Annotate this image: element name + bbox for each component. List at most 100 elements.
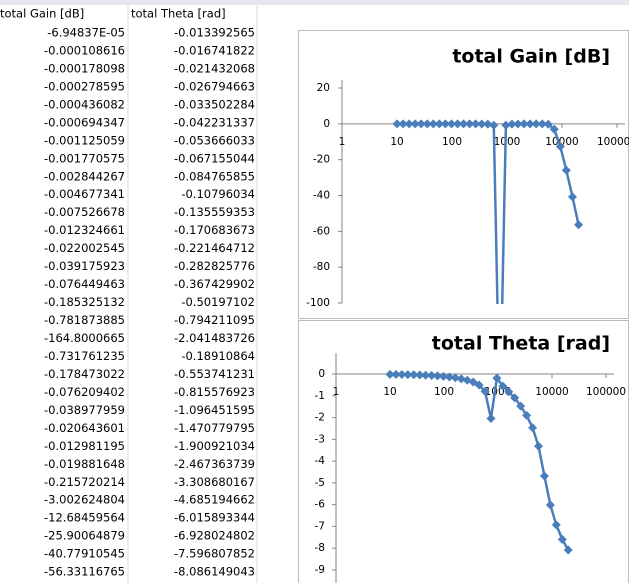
y-tick-label: -9 — [315, 564, 325, 576]
theta-chart-frame — [298, 320, 629, 583]
marker — [555, 142, 565, 152]
cell: -7.596807852 — [174, 547, 255, 561]
marker — [415, 370, 425, 380]
header-cell: total Gain [dB] — [0, 7, 84, 21]
marker — [492, 373, 502, 383]
marker — [471, 119, 481, 129]
marker — [465, 119, 475, 129]
gain-chart-frame — [298, 30, 629, 319]
marker — [557, 534, 567, 544]
marker — [531, 119, 541, 129]
cell: -0.000108616 — [44, 43, 125, 57]
marker — [551, 520, 561, 530]
cell: -0.178473022 — [44, 367, 125, 381]
cell: -40.77910545 — [44, 547, 125, 561]
y-tick-label: -40 — [313, 190, 330, 202]
marker — [392, 119, 402, 129]
cell: -0.038977959 — [44, 403, 125, 417]
cell: -0.794211095 — [174, 313, 255, 327]
cells: total Gain [dB] total Theta [rad] -6.94837… — [0, 5, 258, 583]
cell: -0.012981195 — [44, 439, 125, 453]
cell: -0.000178098 — [44, 61, 125, 75]
marker — [504, 387, 514, 397]
header-cell: total Theta [rad] — [131, 7, 226, 21]
marker — [421, 370, 431, 380]
cell: -4.685194662 — [174, 493, 255, 507]
cell: -0.000436082 — [44, 97, 125, 111]
cell: -2.041483726 — [174, 331, 255, 345]
marker — [385, 369, 395, 379]
cell: -0.004677341 — [44, 187, 125, 201]
marker — [434, 119, 444, 129]
marker — [428, 119, 438, 129]
marker — [480, 386, 490, 396]
marker — [438, 371, 448, 381]
cell: -0.282825776 — [174, 259, 255, 273]
y-tick-label: -5 — [315, 477, 325, 489]
marker — [456, 374, 466, 384]
cell: -0.000278595 — [44, 79, 125, 93]
cell: -0.001770575 — [44, 151, 125, 165]
cell: -0.039175923 — [44, 259, 125, 273]
cell: -0.076449463 — [44, 277, 125, 291]
y-tick-label: 0 — [323, 118, 330, 130]
y-tick-label: -4 — [315, 455, 326, 467]
series — [392, 119, 584, 304]
cell: -0.020643601 — [44, 421, 125, 435]
x-tick-label: 10000 — [545, 136, 578, 148]
x-tick-label: 100 — [434, 386, 454, 398]
x-tick-label: 100 — [442, 136, 462, 148]
marker — [522, 410, 532, 420]
cell: -0.021432068 — [174, 61, 255, 75]
y-tick-label: -8 — [315, 542, 325, 554]
cell: -0.18910864 — [181, 349, 255, 363]
marker — [543, 119, 553, 129]
cell: -0.042231337 — [174, 115, 255, 129]
cell: -0.013392565 — [174, 26, 255, 40]
cell: -0.731761235 — [44, 349, 125, 363]
chart-title: total Gain [dB] — [452, 46, 610, 68]
y-tick-label: -1 — [315, 390, 325, 402]
cell: -0.10796034 — [181, 187, 255, 201]
cell: -0.053666033 — [174, 133, 255, 147]
marker — [477, 119, 487, 129]
cell: -0.001125059 — [44, 133, 125, 147]
y-tick-label: -7 — [315, 520, 325, 532]
x-tick-label: 10000 — [535, 386, 568, 398]
cell: -25.90064879 — [44, 529, 125, 543]
marker — [507, 119, 517, 129]
cell: -0.50197102 — [181, 295, 255, 309]
marker — [483, 119, 493, 129]
marker — [498, 381, 508, 391]
cell: -164.8000665 — [44, 331, 125, 345]
marker — [549, 124, 559, 134]
chart-title: total Theta [rad] — [432, 333, 610, 355]
cell: -12.68459564 — [44, 511, 125, 525]
y-tick-label: -3 — [315, 433, 325, 445]
marker — [525, 119, 535, 129]
y-tick-label: -2 — [315, 412, 325, 424]
marker — [403, 370, 413, 380]
marker — [563, 545, 573, 555]
cell: -0.016741822 — [174, 43, 255, 57]
marker — [510, 393, 520, 403]
marker — [391, 369, 401, 379]
cell: -6.94837E-05 — [47, 26, 125, 40]
marker — [516, 401, 526, 411]
marker — [459, 119, 469, 129]
cell: -0.007526678 — [44, 205, 125, 219]
y-tick-label: -60 — [313, 225, 330, 237]
marker — [545, 500, 555, 510]
marker — [533, 441, 543, 451]
marker — [404, 119, 414, 129]
marker — [440, 119, 450, 129]
y-tick-label: -80 — [313, 261, 330, 273]
marker — [539, 471, 549, 481]
marker — [537, 119, 547, 129]
cell: -3.308680167 — [174, 475, 255, 489]
cell: -0.067155044 — [174, 151, 255, 165]
cell: -1.900921034 — [174, 439, 255, 453]
cell: -1.096451595 — [174, 403, 255, 417]
